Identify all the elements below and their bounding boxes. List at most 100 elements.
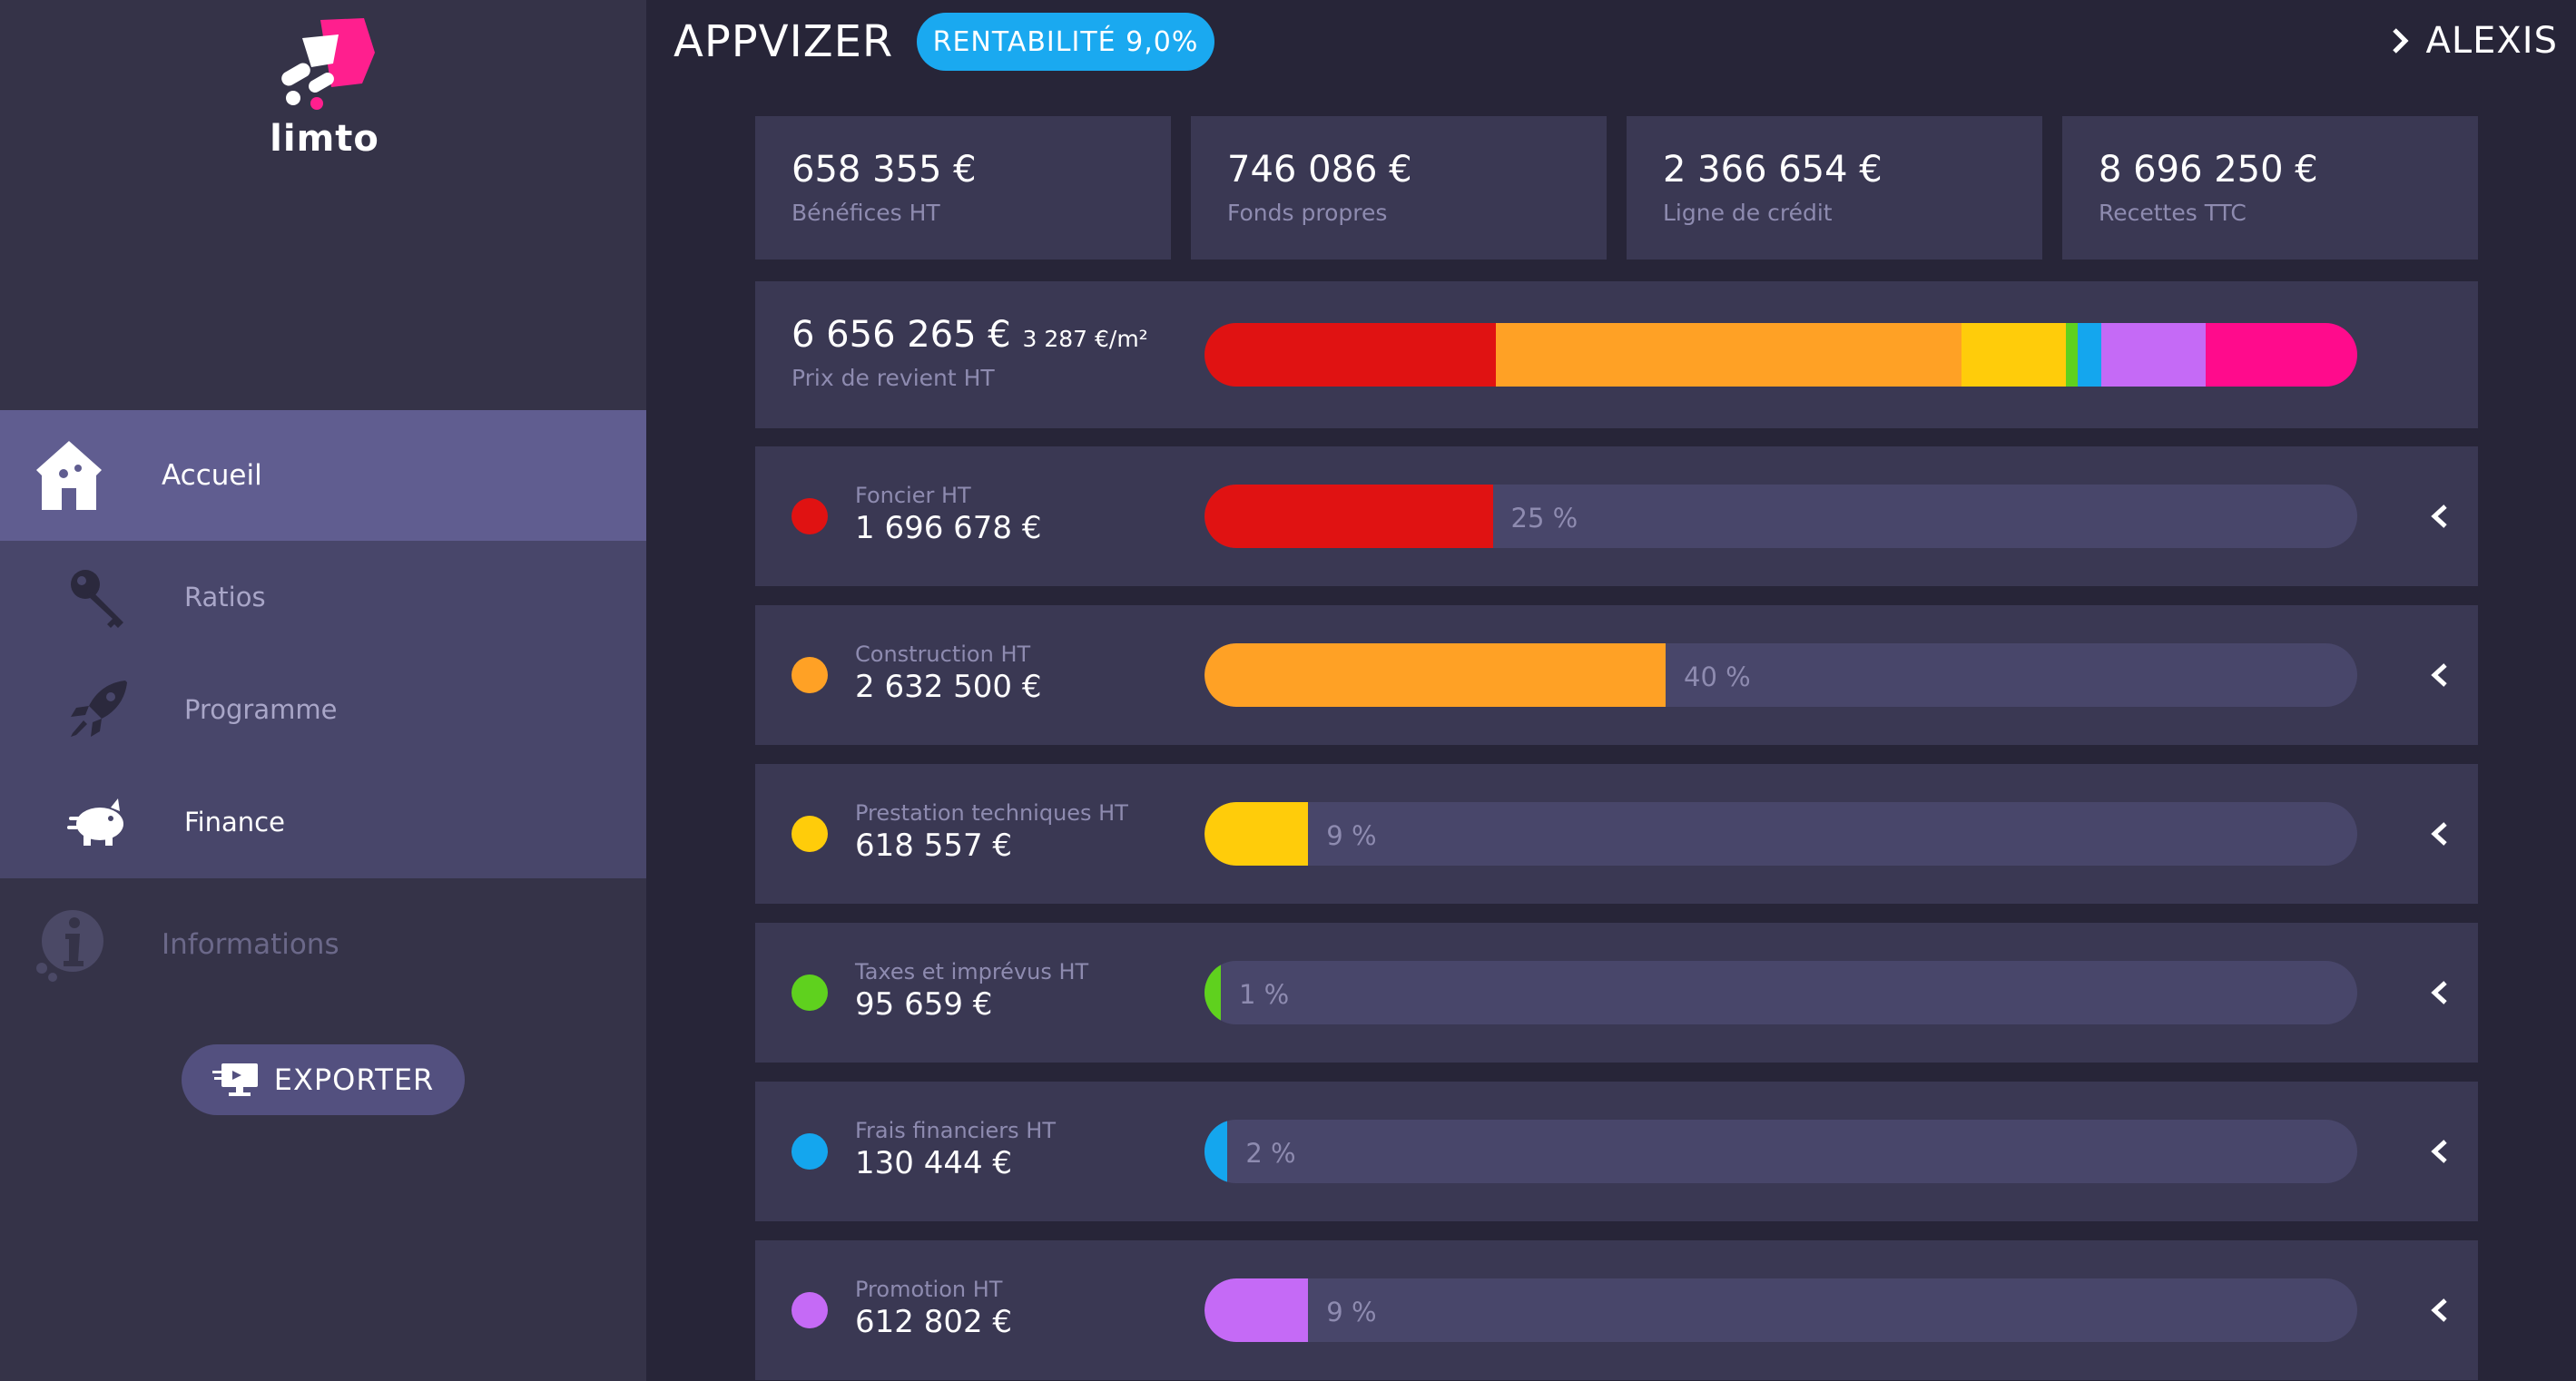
sidebar-item-ratios[interactable]: Ratios [0,544,646,650]
chevron-left-icon[interactable] [2424,811,2456,857]
kpi-value: 8 696 250 € [2099,149,2318,191]
progress-track: 9 % [1204,802,2357,866]
percent-label: 9 % [1326,1297,1377,1327]
percent-label: 25 % [1510,503,1578,534]
cost-value: 618 557 € [855,828,1013,864]
kpi-value: 746 086 € [1227,149,1412,191]
key-icon [65,564,131,630]
color-dot [791,498,828,534]
kpi-label: Ligne de crédit [1663,200,1833,226]
chevron-left-icon[interactable] [2424,970,2456,1015]
logo-mark-icon [281,18,375,110]
kpi-card-benefices: 658 355 € Bénéfices HT [755,116,1171,260]
user-menu[interactable]: ALEXIS [2391,20,2558,62]
prix-label: Prix de revient HT [791,365,995,391]
stacked-bar-segment [1204,323,1496,387]
percent-label: 40 % [1684,661,1751,692]
kpi-card-recettes: 8 696 250 € Recettes TTC [2062,116,2478,260]
rocket-icon [65,677,131,742]
percent-label: 2 % [1245,1138,1296,1169]
cost-row[interactable]: Construction HT 2 632 500 € 40 % [755,605,2478,745]
color-dot [791,975,828,1011]
export-icon [211,1063,258,1096]
cost-row[interactable]: Frais financiers HT 130 444 € 2 % [755,1082,2478,1221]
stacked-bar-segment [1495,323,1961,387]
kpi-card-fonds-propres: 746 086 € Fonds propres [1191,116,1607,260]
user-name: ALEXIS [2425,20,2558,62]
progress-track: 25 % [1204,485,2357,548]
prix-de-revient-card: 6 656 265 € 3 287 €/m² Prix de revient H… [755,281,2478,428]
cost-label: Prestation techniques HT [855,800,1128,826]
progress-fill [1204,961,1221,1024]
rentabilite-badge: RENTABILITÉ 9,0% [917,13,1214,71]
logo-text: limto [270,118,379,160]
stacked-bar-segment [2206,323,2357,387]
progress-track: 9 % [1204,1278,2357,1342]
sidebar-item-programme[interactable]: Programme [0,657,646,762]
progress-track: 2 % [1204,1120,2357,1183]
sidebar-item-label: Programme [184,694,338,725]
kpi-label: Fonds propres [1227,200,1388,226]
home-icon [33,437,105,514]
kpi-card-ligne-credit: 2 366 654 € Ligne de crédit [1627,116,2042,260]
cost-row[interactable]: Prestation techniques HT 618 557 € 9 % [755,764,2478,904]
stacked-bar-segment [2078,323,2101,387]
cost-value: 2 632 500 € [855,669,1042,705]
cost-value: 95 659 € [855,986,993,1023]
color-dot [791,1133,828,1170]
progress-fill [1204,1278,1309,1342]
brand-logo[interactable]: limto [268,16,381,160]
stacked-bar-segment [1961,323,2067,387]
export-button[interactable]: EXPORTER [182,1044,465,1115]
info-icon [29,905,109,984]
chevron-left-icon[interactable] [2424,1129,2456,1174]
progress-track: 1 % [1204,961,2357,1024]
prix-value-wrapper: 6 656 265 € 3 287 €/m² [791,314,1148,356]
chevron-right-icon [2393,28,2410,54]
prix-value: 6 656 265 € [791,314,1011,356]
cost-row[interactable]: Taxes et imprévus HT 95 659 € 1 % [755,923,2478,1063]
sidebar-item-informations[interactable]: Informations [0,894,646,995]
stacked-bar-segment [2066,323,2079,387]
percent-label: 1 % [1239,979,1290,1010]
color-dot [791,657,828,693]
sidebar-item-label: Finance [184,807,285,837]
color-dot [791,1292,828,1328]
chevron-left-icon[interactable] [2424,494,2456,539]
kpi-value: 2 366 654 € [1663,149,1883,191]
sidebar: limto Accueil Ratios [0,0,646,1381]
cost-row[interactable]: Foncier HT 1 696 678 € 25 % [755,446,2478,586]
chevron-left-icon[interactable] [2424,1288,2456,1333]
cost-label: Frais financiers HT [855,1118,1057,1143]
export-label: EXPORTER [273,1063,435,1097]
percent-label: 9 % [1326,820,1377,851]
cost-value: 612 802 € [855,1304,1013,1340]
stacked-cost-bar [1204,323,2357,387]
progress-track: 40 % [1204,643,2357,707]
prix-per-m2: 3 287 €/m² [1022,326,1148,352]
cost-label: Construction HT [855,642,1031,667]
sidebar-item-accueil[interactable]: Accueil [0,410,646,541]
cost-label: Foncier HT [855,483,971,508]
stacked-bar-segment [2100,323,2207,387]
progress-fill [1204,802,1309,866]
sidebar-item-label: Ratios [184,582,266,612]
sidebar-item-label: Accueil [162,459,262,492]
page-title: APPVIZER [673,16,894,67]
chevron-left-icon[interactable] [2424,652,2456,698]
progress-fill [1204,643,1666,707]
sidebar-item-finance[interactable]: Finance [0,769,646,875]
cost-label: Promotion HT [855,1277,1003,1302]
color-dot [791,816,828,852]
kpi-label: Bénéfices HT [791,200,940,226]
cost-value: 1 696 678 € [855,510,1042,546]
progress-fill [1204,485,1493,548]
kpi-value: 658 355 € [791,149,977,191]
cost-row[interactable]: Promotion HT 612 802 € 9 % [755,1240,2478,1380]
sidebar-item-label: Informations [162,928,339,961]
progress-fill [1204,1120,1228,1183]
cost-value: 130 444 € [855,1145,1013,1181]
piggy-bank-icon [65,789,131,855]
kpi-label: Recettes TTC [2099,200,2247,226]
cost-label: Taxes et imprévus HT [855,959,1089,984]
